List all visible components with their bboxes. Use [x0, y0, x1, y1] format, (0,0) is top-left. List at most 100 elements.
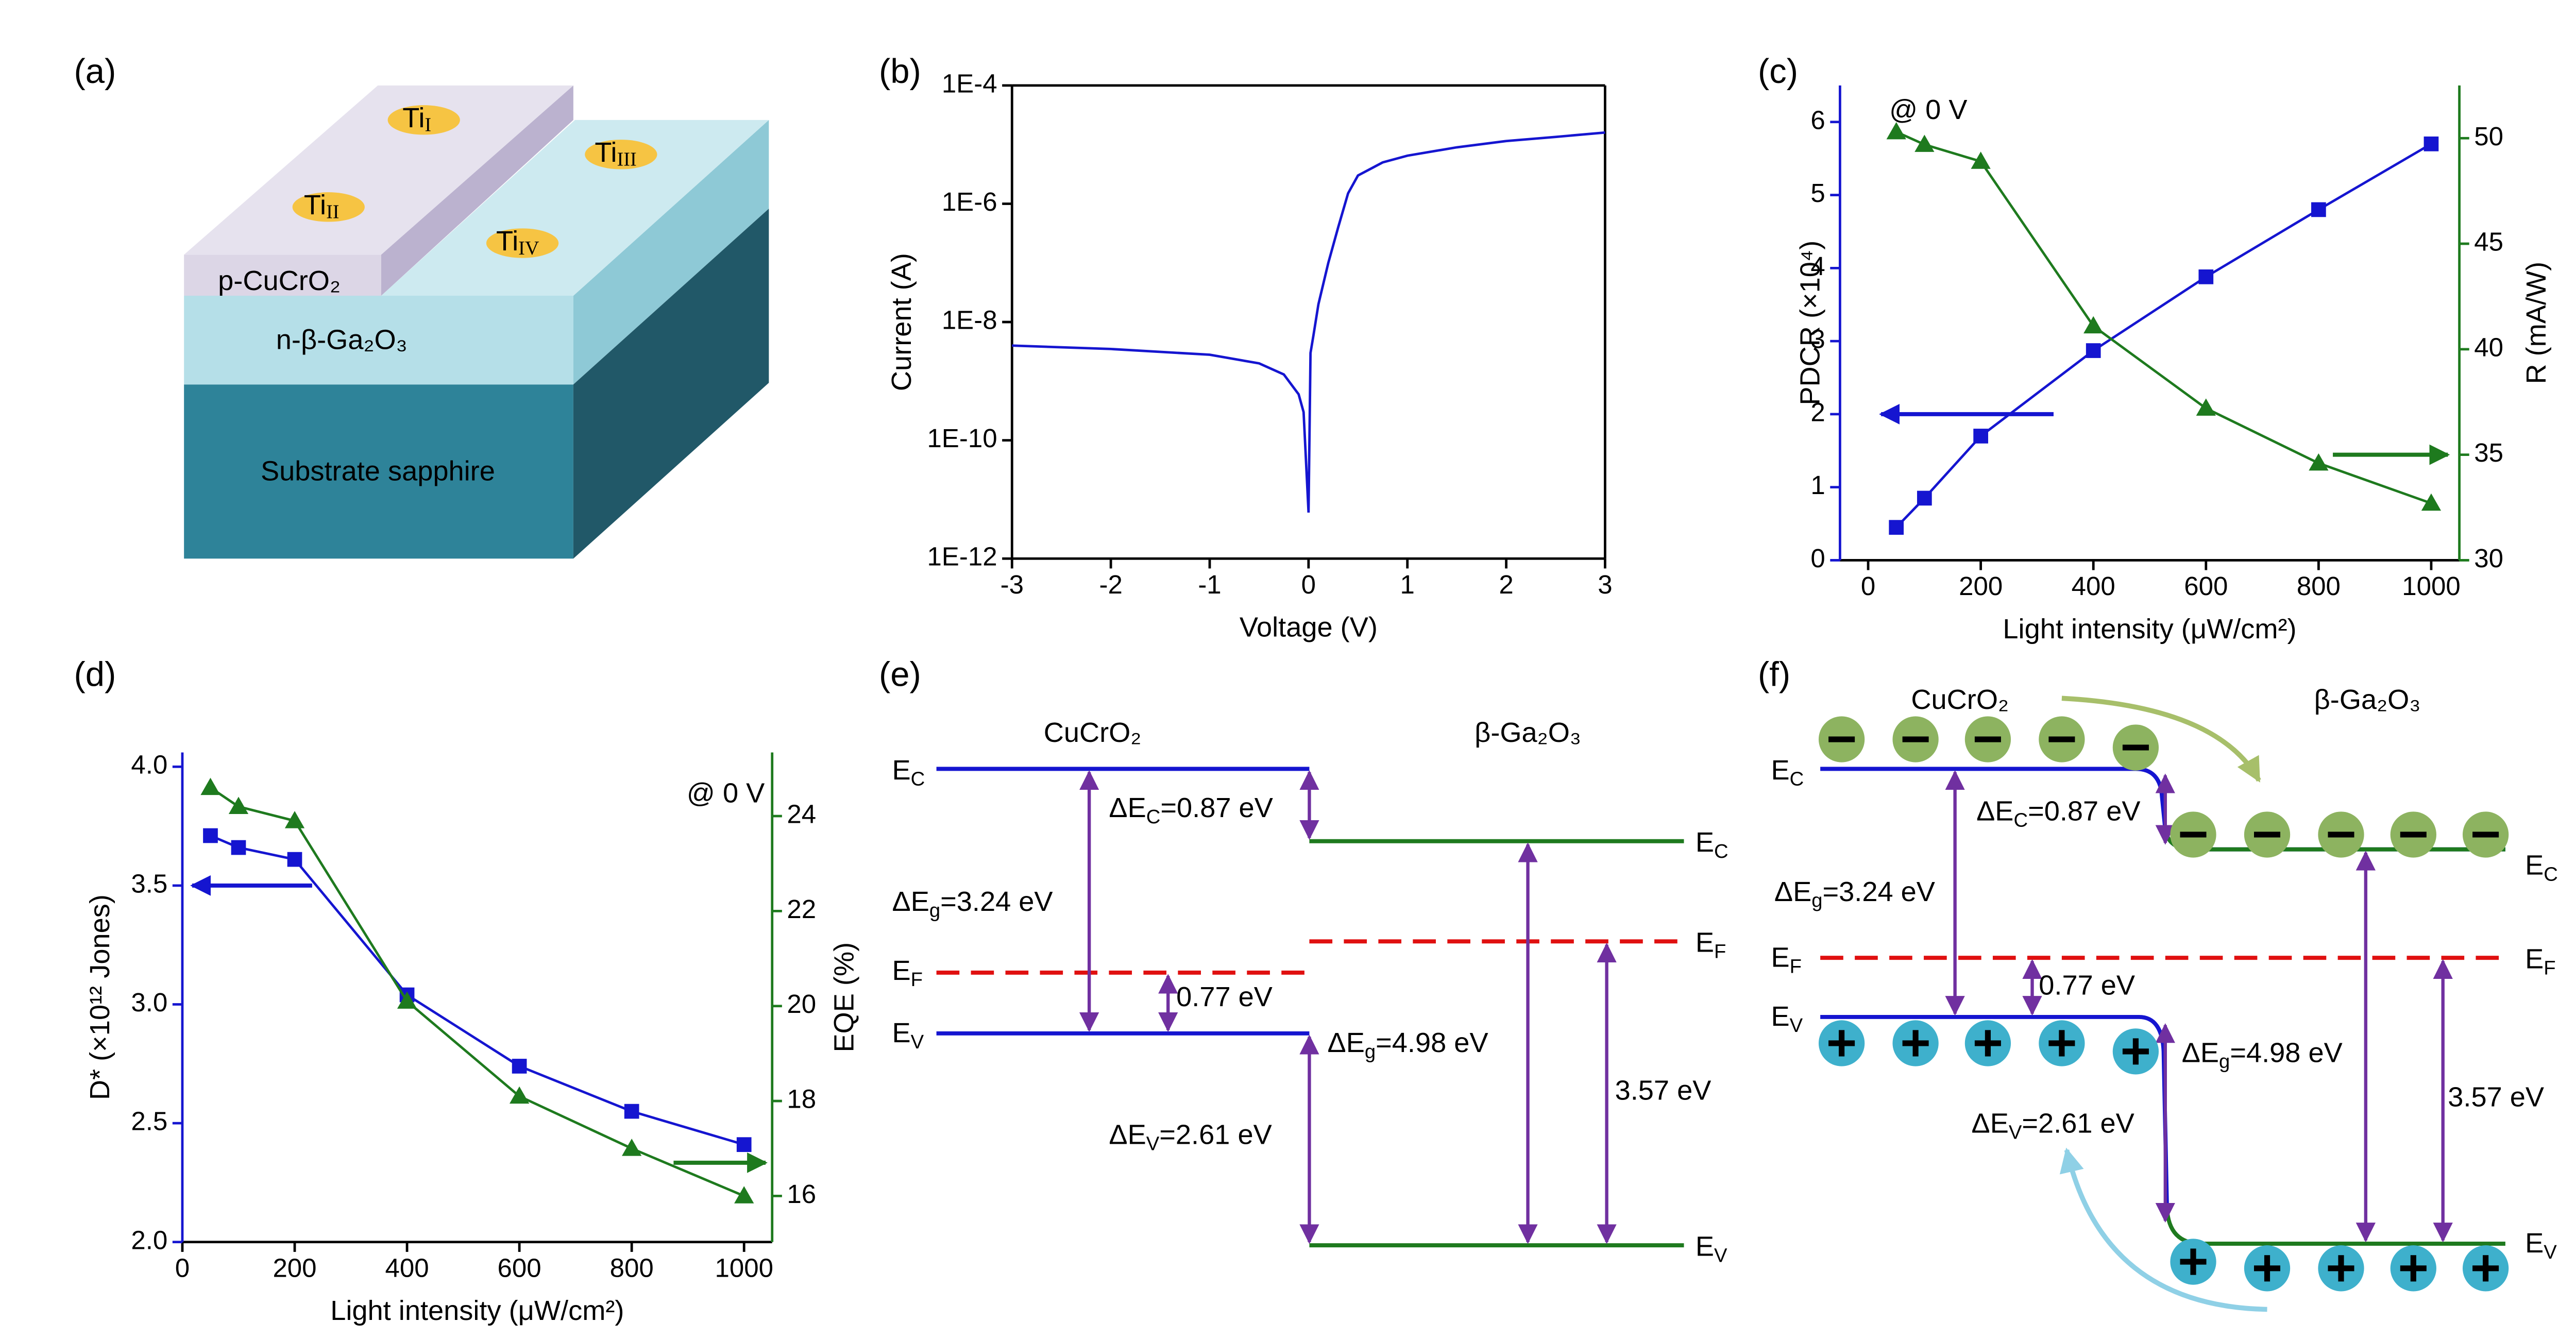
subscript: I: [425, 114, 431, 135]
y-axis-label: PDCR (×10⁴): [1795, 241, 1826, 405]
pad: [585, 140, 657, 170]
text-part: ΔE: [1109, 792, 1146, 823]
subscript: F: [1714, 941, 1726, 963]
series-line: [210, 786, 745, 1197]
subscript: II: [326, 201, 339, 223]
substrate-front: [184, 384, 573, 559]
marker: [509, 1086, 530, 1104]
y-tick-label: 3: [1810, 325, 1825, 354]
text-part: ΔE: [1976, 796, 2013, 827]
text-part: ΔE: [1774, 876, 1811, 907]
text-part: Ti: [402, 103, 425, 133]
substrate-side: [573, 209, 769, 559]
marker: [287, 852, 302, 867]
marker: [2196, 398, 2216, 416]
subscript: V: [911, 1031, 924, 1053]
label: ΔEg=4.98 eV: [2182, 1038, 2343, 1073]
y-tick-label: 1E-4: [942, 69, 997, 98]
pad-label: TiIV: [496, 226, 539, 259]
marker: [2086, 343, 2101, 358]
y-tick-label: 4: [1810, 251, 1825, 281]
x-tick-label: 400: [385, 1253, 429, 1282]
label: 3.57 eV: [1615, 1075, 1711, 1106]
marker: [1886, 122, 1906, 140]
marker: [1914, 134, 1935, 152]
device-schematic: [184, 85, 769, 559]
material-label: CuCrO₂: [1044, 717, 1142, 748]
marker: [228, 796, 249, 814]
carriers: [1818, 716, 2509, 1292]
x-tick-label: 600: [498, 1253, 541, 1282]
subscript: F: [2544, 957, 2555, 979]
pad-label: TiI: [402, 103, 431, 135]
marker: [2421, 493, 2442, 511]
marker: [624, 1104, 639, 1119]
subscript: C: [911, 768, 925, 790]
text-part: Ti: [496, 226, 518, 257]
series-line: [1895, 143, 2432, 529]
x-tick-label: 600: [2184, 571, 2228, 601]
x-axis-label: Light intensity (μW/cm²): [2003, 614, 2296, 645]
panel-label: (c): [1758, 52, 1798, 91]
subscript: III: [617, 148, 636, 170]
text-part: 0.77 eV: [2039, 970, 2135, 1001]
text-part: 0.77 eV: [1176, 981, 1273, 1012]
label: EC: [1771, 755, 1804, 790]
subscript: C: [1714, 840, 1728, 862]
series-line: [1012, 131, 1605, 513]
marker: [622, 1139, 642, 1156]
panel-label: (e): [879, 655, 921, 694]
text-part: E: [1771, 755, 1790, 786]
x-tick-label: 0: [175, 1253, 190, 1282]
label: ΔEg=3.24 eV: [892, 886, 1053, 922]
marker: [1971, 151, 1991, 169]
label: EC: [892, 755, 925, 790]
text-part: E: [892, 755, 911, 786]
y-tick-label: 0: [1810, 544, 1825, 573]
text-part: 3.57 eV: [1615, 1075, 1711, 1106]
valence-band: [2165, 1207, 2505, 1246]
x-tick-label: 800: [2297, 571, 2341, 601]
band-diagram-e: [936, 767, 1684, 1248]
subscript: C: [2013, 809, 2028, 832]
marker: [2198, 269, 2214, 284]
text-part: E: [1696, 1231, 1714, 1262]
label: ΔEC=0.87 eV: [1976, 796, 2140, 832]
material-label: CuCrO₂: [1911, 684, 2009, 715]
text-part: E: [892, 1018, 911, 1048]
subscript: F: [911, 969, 923, 991]
marker: [203, 828, 218, 843]
y2-tick-label: 35: [2474, 438, 2503, 467]
text-part: =0.87 eV: [1160, 792, 1273, 823]
x-tick-label: -1: [1198, 570, 1221, 599]
annotation: @ 0 V: [1889, 94, 1967, 125]
marker: [2424, 136, 2439, 151]
text-part: E: [892, 955, 911, 986]
text-part: =0.87 eV: [2028, 796, 2140, 827]
text-part: Ti: [304, 190, 326, 221]
text-part: 3.57 eV: [2448, 1082, 2544, 1113]
text-part: ΔE: [2182, 1038, 2219, 1069]
y2-tick-label: 40: [2474, 332, 2503, 362]
x-tick-label: 200: [273, 1253, 316, 1282]
x-axis-label: Voltage (V): [1240, 612, 1378, 643]
material-label: β-Ga₂O₃: [2314, 684, 2421, 715]
marker: [2311, 202, 2326, 217]
pad-label: TiII: [304, 190, 340, 223]
text-part: E: [1696, 927, 1714, 958]
label: EF: [1771, 942, 1802, 978]
label: 3.57 eV: [2448, 1082, 2544, 1113]
subscript: C: [2544, 863, 2558, 886]
text-part: E: [2525, 850, 2544, 881]
y2-tick-label: 18: [787, 1084, 816, 1114]
marker: [1973, 429, 1988, 444]
material-label: β-Ga₂O₃: [1475, 717, 1581, 748]
text-part: ΔE: [1109, 1120, 1146, 1150]
label: ΔEV=2.61 eV: [1972, 1108, 2134, 1144]
text-part: E: [1696, 827, 1714, 858]
text-part: =3.24 eV: [940, 886, 1053, 917]
x-tick-label: 200: [1959, 571, 2003, 601]
x-tick-label: 0: [1861, 571, 1875, 601]
marker: [1889, 520, 1904, 535]
